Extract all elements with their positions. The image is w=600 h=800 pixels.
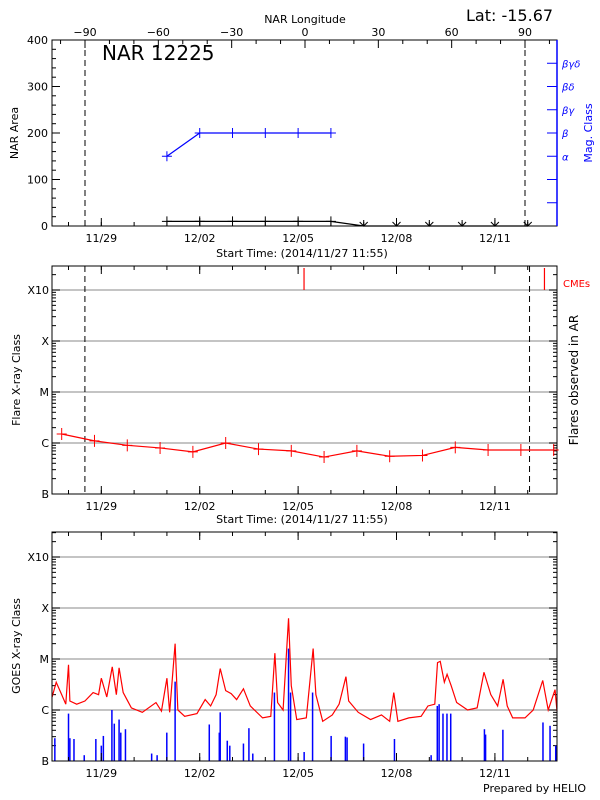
panel2-ylabel: Flare X-ray Class (10, 334, 23, 426)
area-point (260, 216, 271, 227)
panel2-y2label: Flares observed in AR (567, 315, 581, 445)
x-tick-label: 12/02 (184, 767, 216, 780)
mag-class-tick-label: β (561, 129, 569, 140)
panel3-class-label: B (41, 755, 49, 768)
flare-point (56, 428, 67, 441)
area-point (161, 216, 172, 227)
mag-class-tick-label: α (562, 152, 569, 163)
y-tick-label: 400 (27, 34, 48, 47)
flare-point (122, 439, 133, 452)
area-line (166, 220, 528, 227)
mag-class-tick-label: βδ (561, 83, 575, 94)
x-tick-label: 12/11 (479, 767, 511, 780)
panel3-class-label: X10 (27, 551, 49, 564)
goes-flux-line (51, 618, 558, 723)
mag-class-point (227, 128, 238, 138)
flare-point (450, 441, 461, 454)
x-tick-label: 12/08 (381, 500, 413, 513)
flare-point (351, 444, 362, 457)
x-tick-label: 12/08 (381, 232, 413, 245)
area-zero-marker (424, 220, 434, 227)
flare-point (286, 444, 297, 457)
flare-class-line (61, 433, 554, 458)
panel2-xlabel: Start Time: (2014/11/27 11:55) (216, 513, 388, 526)
area-point (227, 216, 238, 227)
flare-point (515, 443, 526, 456)
panel3-class-label: M (40, 653, 50, 666)
panel3-frame (51, 531, 558, 762)
flare-point (417, 449, 428, 462)
x-tick-label: 12/11 (479, 500, 511, 513)
latitude-label: Lat: -15.67 (466, 6, 553, 25)
panel3-class-label: C (41, 704, 49, 717)
longitude-tick-label: 30 (371, 26, 385, 39)
longitude-tick-label: 60 (445, 26, 459, 39)
panel1-xlabel: Start Time: (2014/11/27 11:55) (216, 247, 388, 260)
x-tick-label: 11/29 (85, 500, 117, 513)
y-tick-label: 100 (27, 174, 48, 187)
panel2-class-label: X10 (27, 284, 49, 297)
cme-label: CMEs (563, 279, 590, 290)
area-zero-marker (457, 220, 467, 227)
x-tick-label: 12/05 (282, 232, 314, 245)
mag-class-tick-label: βγδ (561, 59, 580, 70)
panel2-class-label: M (40, 386, 50, 399)
mag-class-point (194, 128, 205, 138)
panel1-y2label: Mag. Class (582, 103, 595, 162)
y-tick-label: 0 (41, 220, 48, 233)
mag-class-tick-label: βγ (561, 106, 575, 117)
flare-point (319, 451, 330, 464)
flare-point (187, 445, 198, 458)
longitude-tick-label: −60 (147, 26, 170, 39)
panel3-class-label: X (41, 602, 49, 615)
area-zero-marker (490, 220, 500, 227)
longitude-axis-title: NAR Longitude (264, 13, 346, 26)
area-point (293, 216, 304, 227)
panel2-class-label: X (41, 335, 49, 348)
flare-point (548, 443, 559, 456)
panel1-ylabel: NAR Area (8, 107, 21, 159)
x-tick-label: 12/02 (184, 232, 216, 245)
longitude-tick-label: 0 (302, 26, 309, 39)
flare-point (220, 437, 231, 449)
x-tick-label: 11/29 (85, 767, 117, 780)
mag-class-point (325, 128, 336, 138)
flare-point (483, 443, 494, 456)
flare-point (384, 450, 395, 463)
area-zero-marker (392, 220, 401, 227)
x-tick-label: 12/08 (381, 767, 413, 780)
area-point (325, 216, 336, 227)
panel2-class-label: B (41, 488, 49, 501)
panel3-ylabel: GOES X-ray Class (10, 598, 23, 694)
x-tick-label: 12/05 (282, 767, 314, 780)
longitude-tick-label: −90 (73, 26, 96, 39)
mag-class-point (161, 151, 172, 162)
x-tick-label: 11/29 (85, 232, 117, 245)
mag-class-point (260, 128, 271, 138)
y-tick-label: 300 (27, 81, 48, 94)
mag-class-line (166, 132, 331, 157)
panel2-class-label: C (41, 437, 49, 450)
x-tick-label: 12/02 (184, 500, 216, 513)
x-tick-label: 12/05 (282, 500, 314, 513)
longitude-tick-label: 90 (518, 26, 532, 39)
flare-point (89, 434, 100, 447)
mag-class-point (293, 128, 304, 138)
y-tick-label: 200 (27, 127, 48, 140)
footer-credit: Prepared by HELIO (483, 782, 586, 795)
flare-point (253, 443, 264, 456)
longitude-tick-label: −30 (220, 26, 243, 39)
area-point (194, 216, 205, 227)
area-zero-marker (359, 220, 369, 227)
x-tick-label: 12/11 (479, 232, 511, 245)
area-zero-marker (523, 220, 533, 227)
panel2-frame (51, 265, 558, 495)
flare-point (155, 441, 166, 454)
